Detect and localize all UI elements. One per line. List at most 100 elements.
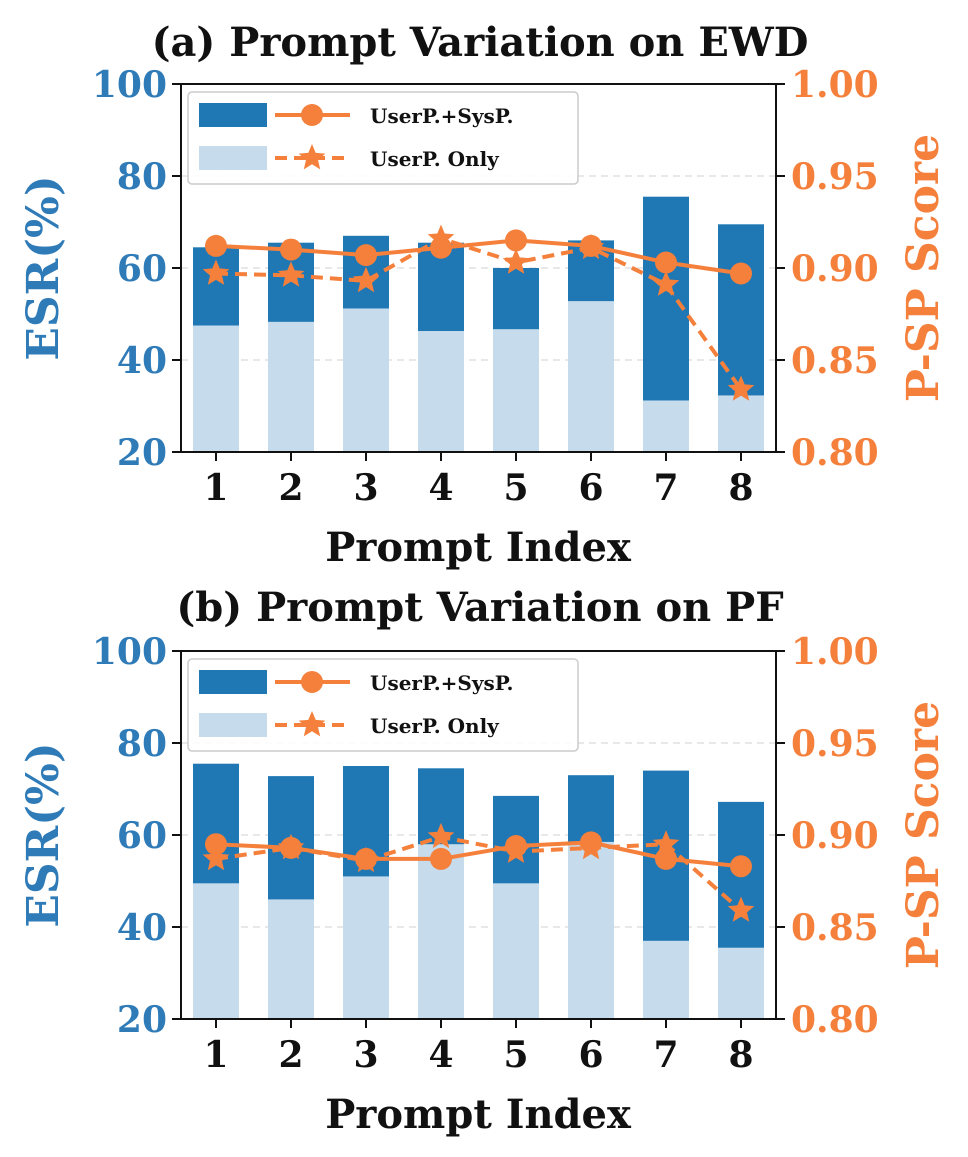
marker-star — [727, 896, 755, 922]
marker-circle — [505, 229, 527, 252]
y-axis-label-right: P-SP Score — [898, 701, 949, 969]
panel-b: (b) Prompt Variation on PF 20 40 60 80 100 0.… — [18, 584, 949, 1138]
y-tick-label-right: 0.90 — [791, 815, 879, 857]
bar-userp-only — [418, 331, 464, 452]
x-tick-label: 1 — [203, 467, 228, 509]
y-tick-label-left: 60 — [117, 248, 167, 290]
marker-star — [352, 266, 380, 293]
legend-label-userp-sysp: UserP.+SysP. — [370, 671, 513, 695]
x-tick-label: 8 — [728, 1034, 753, 1076]
marker-circle — [430, 847, 452, 870]
x-axis-label: Prompt Index — [325, 524, 632, 571]
line-userp-only — [215, 834, 743, 912]
legend-label-userp-sysp: UserP.+SysP. — [370, 104, 513, 128]
bar-userp-only — [418, 844, 464, 1019]
y-tick-label-left: 80 — [117, 723, 167, 765]
marker-circle — [205, 833, 227, 856]
legend-marker-star — [298, 144, 326, 170]
x-axis-label: Prompt Index — [325, 1091, 632, 1138]
x-tick-label: 3 — [353, 1034, 378, 1076]
bar-userp-only — [343, 876, 389, 1019]
marker-star — [502, 837, 530, 863]
y-axis-label-right: P-SP Score — [898, 134, 949, 402]
y-axis-label-left: ESR(%) — [18, 175, 69, 360]
marker-star — [277, 833, 305, 860]
y-tick-label-right: 0.95 — [791, 723, 879, 765]
x-tick-label: 8 — [728, 467, 753, 509]
y-tick-label-left: 20 — [117, 432, 167, 474]
y-tick-label-left: 40 — [117, 340, 167, 382]
bar-userp-only — [343, 308, 389, 452]
y-tick-label-right: 0.85 — [791, 340, 879, 382]
y-tick-label-left: 100 — [92, 64, 167, 106]
legend-swatch-dark-bar — [199, 670, 267, 694]
marker-circle — [730, 262, 752, 285]
x-tick-label: 6 — [578, 467, 603, 509]
y-tick-label-right: 1.00 — [791, 64, 879, 106]
legend: UserP.+SysP. UserP. Only — [187, 91, 579, 185]
marker-circle — [355, 244, 377, 267]
panel-a: (a) Prompt Variation on EWD 20 40 60 80 100 0… — [18, 19, 949, 571]
legend: UserP.+SysP. UserP. Only — [187, 658, 579, 752]
marker-star — [577, 833, 605, 860]
marker-circle — [205, 234, 227, 257]
line-userp-only — [215, 236, 743, 391]
y-tick-label-right: 0.80 — [791, 999, 879, 1041]
bar-userp-only — [193, 325, 239, 452]
chart-title: (a) Prompt Variation on EWD — [152, 19, 809, 66]
marker-star — [502, 248, 530, 274]
x-tick-label: 3 — [353, 467, 378, 509]
marker-star — [277, 261, 305, 287]
x-tick-label: 4 — [428, 467, 453, 509]
y-tick-label-right: 0.85 — [791, 907, 879, 949]
legend-swatch-dark-bar — [199, 103, 267, 127]
marker-star — [727, 375, 755, 401]
y-tick-label-right: 1.00 — [791, 631, 879, 673]
x-tick-label: 6 — [578, 1034, 603, 1076]
bar-userp-only — [268, 899, 314, 1019]
x-tick-label: 7 — [653, 467, 678, 509]
y-tick-label-right: 0.90 — [791, 248, 879, 290]
bar-userp-only — [493, 329, 539, 452]
x-tick-label: 1 — [203, 1034, 228, 1076]
y-tick-label-right: 0.80 — [791, 432, 879, 474]
x-tick-label: 4 — [428, 1034, 453, 1076]
marker-star — [652, 270, 680, 296]
bar-userp-only — [568, 301, 614, 452]
y-tick-label-left: 80 — [117, 156, 167, 198]
marker-star — [202, 259, 230, 285]
bar-userp-only — [268, 321, 314, 452]
y-axis-label-left: ESR(%) — [18, 742, 69, 927]
legend-swatch-light-bar — [199, 146, 267, 170]
bar-userp-only — [643, 940, 689, 1019]
bar-userp-only — [643, 400, 689, 452]
chart-title: (b) Prompt Variation on PF — [176, 584, 783, 631]
y-tick-label-left: 20 — [117, 999, 167, 1041]
legend-label-userp-only: UserP. Only — [370, 147, 500, 171]
marker-circle — [730, 855, 752, 878]
bar-userp-only — [568, 841, 614, 1019]
bar-userp-only — [493, 883, 539, 1019]
marker-circle — [280, 238, 302, 261]
bar-userp-only — [193, 883, 239, 1019]
x-tick-label: 7 — [653, 1034, 678, 1076]
x-tick-label: 2 — [278, 1034, 303, 1076]
marker-star — [427, 224, 455, 250]
y-tick-label-left: 100 — [92, 631, 167, 673]
marker-star — [577, 233, 605, 260]
marker-star — [427, 822, 455, 849]
marker-circle — [655, 251, 677, 274]
y-tick-label-right: 0.95 — [791, 156, 879, 198]
bar-userp-only — [718, 395, 764, 452]
line-userp-sysp — [215, 238, 742, 276]
x-tick-label: 5 — [503, 1034, 528, 1076]
x-tick-label: 5 — [503, 467, 528, 509]
legend-label-userp-only: UserP. Only — [370, 714, 500, 738]
legend-marker-circle — [301, 671, 323, 693]
line-userp-sysp — [215, 840, 742, 869]
marker-star — [652, 830, 680, 856]
marker-star — [352, 846, 380, 873]
y-tick-label-left: 60 — [117, 815, 167, 857]
x-tick-label: 2 — [278, 467, 303, 509]
